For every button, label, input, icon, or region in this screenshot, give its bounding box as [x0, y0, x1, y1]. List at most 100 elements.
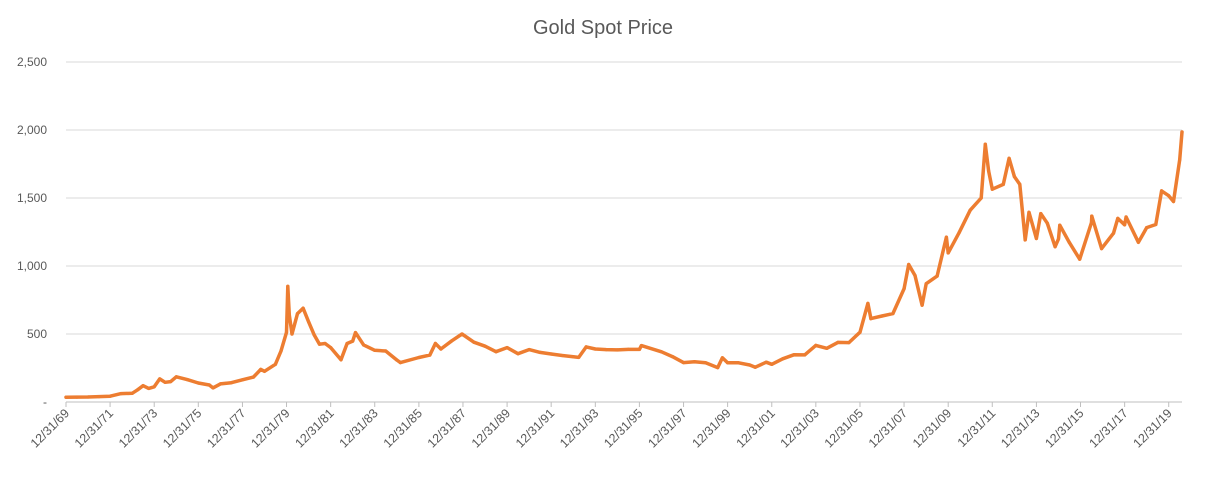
data-point: [983, 142, 987, 146]
data-point: [957, 231, 961, 235]
data-point: [577, 355, 581, 359]
data-point: [902, 287, 906, 291]
data-point: [836, 340, 840, 344]
data-point: [1058, 223, 1062, 227]
data-point: [584, 345, 588, 349]
data-point: [307, 320, 311, 324]
x-tick-label: 12/31/07: [866, 406, 910, 450]
data-point: [211, 386, 215, 390]
data-point: [764, 360, 768, 364]
x-tick-label: 12/31/05: [822, 406, 866, 450]
data-point: [1100, 247, 1104, 251]
data-point: [373, 348, 377, 352]
x-tick-label: 12/31/81: [292, 406, 336, 450]
data-point: [1136, 240, 1140, 244]
data-point: [1053, 245, 1057, 249]
data-point: [979, 196, 983, 200]
data-point: [329, 346, 333, 350]
data-point: [920, 303, 924, 307]
data-point: [659, 350, 664, 354]
data-point: [286, 284, 290, 288]
data-point: [726, 361, 730, 365]
x-tick-label: 12/31/79: [248, 406, 292, 450]
data-point: [108, 394, 112, 398]
data-point: [323, 341, 327, 346]
x-tick-label: 12/31/13: [998, 406, 1042, 450]
data-point: [990, 187, 994, 191]
data-point: [301, 306, 305, 310]
data-point: [147, 386, 151, 390]
data-point: [351, 339, 355, 343]
data-point: [1027, 210, 1031, 214]
data-point: [681, 361, 686, 365]
data-point: [987, 169, 991, 173]
data-point: [207, 383, 211, 387]
data-point: [847, 341, 851, 345]
data-point: [439, 347, 443, 351]
data-point: [196, 381, 200, 385]
data-point: [287, 313, 291, 317]
x-tick-label: 12/31/01: [734, 406, 778, 450]
y-tick-label: 1,000: [17, 259, 47, 273]
y-tick-label: 2,000: [17, 123, 47, 137]
data-point: [417, 355, 421, 360]
data-point: [716, 366, 720, 370]
data-point: [639, 344, 644, 348]
x-tick-label: 12/31/17: [1086, 406, 1130, 450]
x-axis-ticks: 12/31/69 12/31/71 12/31/73 12/31/75 12/31/77…: [28, 402, 1175, 451]
x-tick-label: 12/31/95: [601, 406, 645, 450]
y-tick-label: -: [43, 395, 47, 409]
data-point: [946, 251, 950, 255]
data-point: [483, 344, 487, 348]
x-tick-label: 12/31/93: [557, 406, 601, 450]
data-point: [505, 346, 509, 350]
data-point: [395, 358, 399, 362]
data-point: [86, 395, 90, 399]
data-point: [353, 331, 358, 335]
data-point: [472, 340, 476, 344]
data-point: [670, 355, 675, 359]
data-point: [185, 378, 189, 382]
data-point: [1171, 199, 1176, 204]
data-point: [720, 356, 725, 360]
data-point: [869, 317, 873, 321]
data-point: [229, 381, 233, 385]
data-point: [384, 349, 388, 353]
data-point: [1123, 223, 1127, 227]
x-tick-label: 12/31/71: [72, 406, 116, 450]
data-point: [141, 384, 145, 388]
data-point: [460, 332, 464, 336]
data-point: [339, 358, 343, 362]
data-point: [792, 353, 796, 357]
x-tick-label: 12/31/19: [1131, 406, 1175, 450]
data-point: [494, 350, 498, 354]
x-tick-label: 12/31/85: [381, 406, 425, 450]
x-tick-label: 12/31/77: [204, 406, 248, 450]
data-point: [169, 380, 173, 384]
data-point: [1154, 222, 1158, 227]
data-point: [398, 361, 402, 365]
data-point: [163, 380, 167, 384]
series-line: [64, 130, 1184, 399]
gridlines: [66, 61, 1182, 335]
data-point: [604, 348, 608, 352]
x-tick-label: 12/31/09: [910, 406, 954, 450]
data-point: [97, 395, 101, 399]
data-point: [924, 282, 928, 286]
data-point: [317, 342, 322, 346]
series-layer: [64, 130, 1184, 399]
data-point: [312, 333, 316, 337]
x-tick-label: 12/31/97: [645, 406, 689, 450]
data-point: [781, 357, 785, 361]
data-point: [748, 363, 752, 367]
data-point: [1056, 237, 1061, 241]
data-point: [345, 341, 349, 346]
data-point: [1111, 231, 1116, 235]
data-point: [825, 346, 829, 350]
data-point: [907, 262, 911, 267]
data-point: [1018, 182, 1022, 186]
data-point: [75, 395, 79, 399]
data-point: [858, 330, 862, 334]
x-tick-label: 12/31/15: [1042, 406, 1086, 450]
